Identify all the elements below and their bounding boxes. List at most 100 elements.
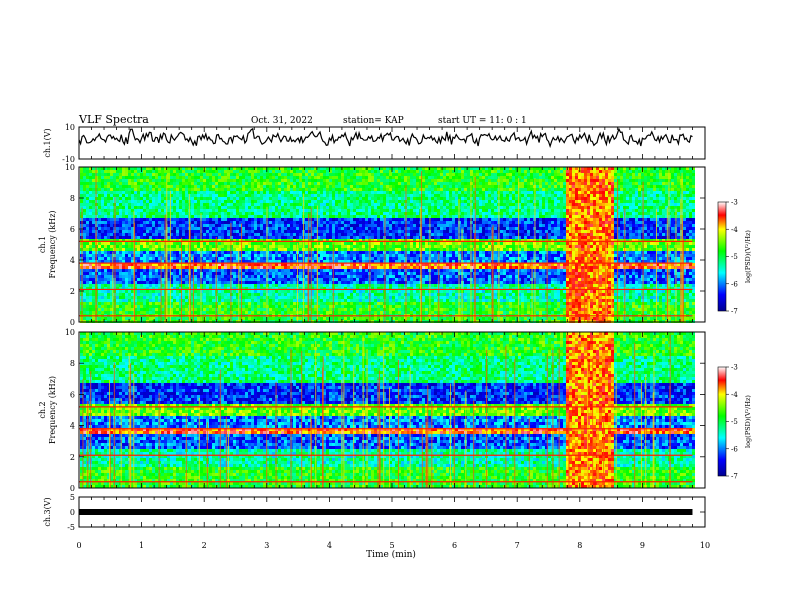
spectrogram-cell <box>278 272 281 275</box>
spectrogram-cell <box>329 275 332 278</box>
spectrogram-cell <box>179 239 182 242</box>
spectrogram-cell <box>110 266 113 269</box>
spectrogram-cell <box>128 245 131 248</box>
spectrogram-cell <box>260 296 263 299</box>
spectrogram-cell <box>176 266 179 269</box>
spectrogram-cell <box>179 299 182 302</box>
spectrogram-cell <box>152 227 155 230</box>
spectrogram-cell <box>344 173 347 176</box>
spectrogram-cell <box>224 311 227 314</box>
spectrogram-cell <box>212 242 215 245</box>
spectrogram-cell <box>131 287 134 290</box>
spectrogram-cell <box>179 194 182 197</box>
spectrogram-cell <box>122 173 125 176</box>
spectrogram-cell <box>197 203 200 206</box>
spectrogram-cell <box>116 215 119 218</box>
spectrogram-cell <box>218 233 221 236</box>
spectrogram-cell <box>218 230 221 233</box>
spectrogram-cell <box>341 227 344 230</box>
spectrogram-cell <box>116 209 119 212</box>
spectrogram-cell <box>242 230 245 233</box>
spectrogram-cell <box>98 218 101 221</box>
spectrogram-cell <box>98 236 101 239</box>
spectrogram-cell <box>107 281 110 284</box>
spectrogram-cell <box>122 257 125 260</box>
spectrogram-cell <box>353 242 356 245</box>
spectrogram-cell <box>308 242 311 245</box>
spectrogram-cell <box>245 296 248 299</box>
spectrogram-cell <box>143 308 146 311</box>
spectrogram-cell <box>335 206 338 209</box>
spectrogram-cell <box>152 236 155 239</box>
spectrogram-cell <box>356 308 359 311</box>
spectrogram-cell <box>134 227 137 230</box>
spectrogram-cell <box>146 227 149 230</box>
spectrogram-cell <box>176 215 179 218</box>
spectrogram-cell <box>125 257 128 260</box>
spectrogram-cell <box>233 275 236 278</box>
spectrogram-cell <box>224 257 227 260</box>
spectrogram-cell <box>254 173 257 176</box>
spectrogram-cell <box>110 251 113 254</box>
spectrogram-cell <box>245 209 248 212</box>
spectrogram-cell <box>236 203 239 206</box>
spectrogram-cell <box>221 182 224 185</box>
spectrogram-cell <box>245 218 248 221</box>
spectrogram-cell <box>185 188 188 191</box>
spectrogram-cell <box>104 317 107 320</box>
spectrogram-cell <box>110 176 113 179</box>
spectrogram-cell <box>80 179 83 182</box>
spectrogram-cell <box>149 242 152 245</box>
spectrogram-cell <box>107 251 110 254</box>
spectrogram-cell <box>116 311 119 314</box>
spectrogram-cell <box>149 284 152 287</box>
spectrogram-cell <box>176 299 179 302</box>
spectrogram-cell <box>329 176 332 179</box>
spectrogram-cell <box>131 215 134 218</box>
spectrogram-cell <box>227 257 230 260</box>
spectrogram-cell <box>356 209 359 212</box>
spectrogram-cell <box>113 248 116 251</box>
spectrogram-cell <box>275 239 278 242</box>
spectrogram-cell <box>224 179 227 182</box>
spectrogram-cell <box>275 227 278 230</box>
spectrogram-cell <box>83 311 86 314</box>
spectrogram-cell <box>173 293 176 296</box>
spectrogram-cell <box>329 278 332 281</box>
spectrogram-cell <box>215 194 218 197</box>
spectrogram-cell <box>167 245 170 248</box>
spectrogram-cell <box>152 305 155 308</box>
spectrogram-cell <box>134 188 137 191</box>
spectrogram-cell <box>263 218 266 221</box>
spectrogram-cell <box>212 290 215 293</box>
spectrogram-cell <box>287 296 290 299</box>
spectrogram-cell <box>218 212 221 215</box>
spectrogram-cell <box>284 227 287 230</box>
spectrogram-cell <box>305 254 308 257</box>
spectrogram-cell <box>140 311 143 314</box>
spectrogram-cell <box>317 170 320 173</box>
spectrogram-cell <box>176 272 179 275</box>
spectrogram-cell <box>146 299 149 302</box>
spectrogram-cell <box>137 236 140 239</box>
spectrogram-cell <box>299 212 302 215</box>
spectrogram-cell <box>131 179 134 182</box>
spectrogram-cell <box>305 269 308 272</box>
spectrogram-cell <box>137 272 140 275</box>
spectrogram-cell <box>215 185 218 188</box>
spectrogram-cell <box>143 311 146 314</box>
spectrogram-cell <box>182 215 185 218</box>
spectrogram-cell <box>170 212 173 215</box>
spectrogram-cell <box>158 263 161 266</box>
spectrogram-cell <box>179 296 182 299</box>
spectrogram-cell <box>230 170 233 173</box>
spectrogram-cell <box>137 212 140 215</box>
spectrogram-cell <box>113 167 116 170</box>
spectrogram-cell <box>314 263 317 266</box>
spectrogram-cell <box>206 209 209 212</box>
spectrogram-cell <box>359 263 362 266</box>
spectrogram-cell <box>245 317 248 320</box>
spectrogram-cell <box>263 260 266 263</box>
spectrogram-cell <box>257 293 260 296</box>
spectrogram-cell <box>176 248 179 251</box>
